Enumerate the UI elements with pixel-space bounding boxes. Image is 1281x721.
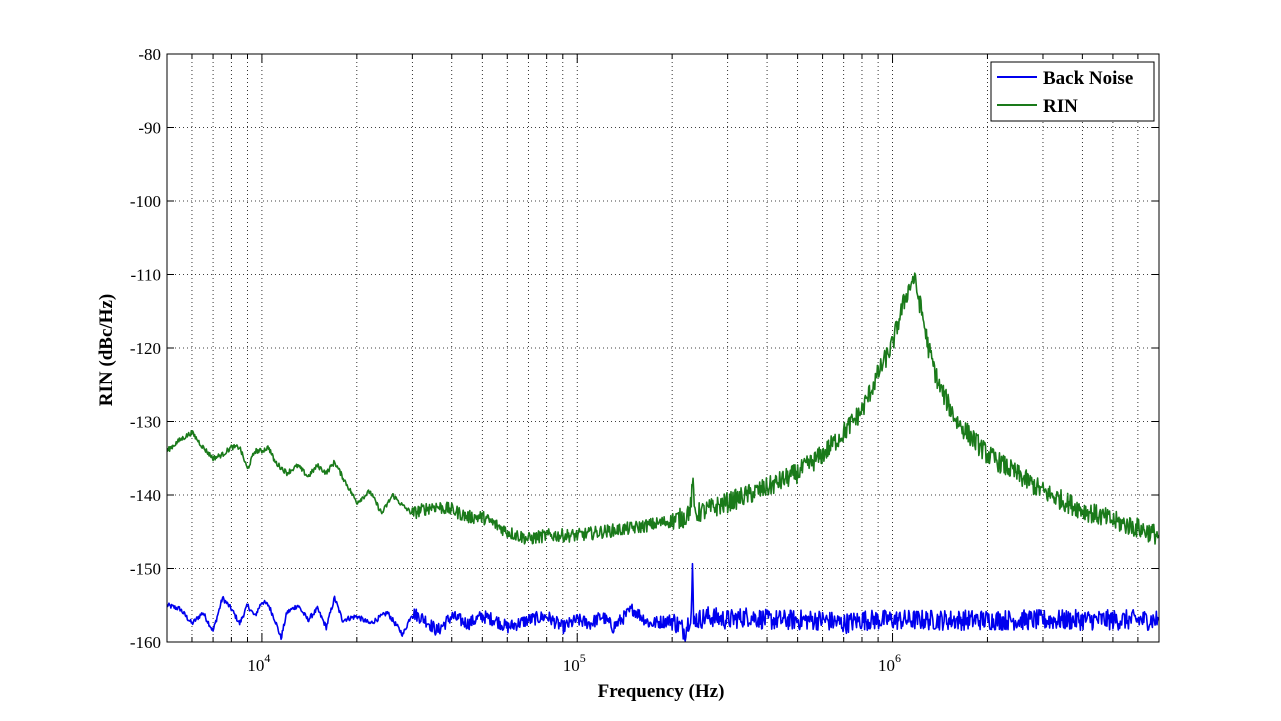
y-tick-label: -140 — [130, 486, 161, 505]
y-tick-label: -130 — [130, 413, 161, 432]
x-tick-label: 106 — [878, 651, 901, 675]
y-tick-label: -100 — [130, 192, 161, 211]
legend-box — [990, 61, 1155, 122]
y-tick-label: -90 — [138, 119, 161, 138]
x-tick-labels: 104 105 106 — [247, 651, 901, 675]
legend-label-rin: RIN — [1043, 96, 1078, 117]
y-tick-label: -160 — [130, 633, 161, 652]
x-tick-label: 105 — [563, 651, 586, 675]
y-axis-title: RIN (dBc/Hz) — [96, 294, 117, 406]
y-tick-labels: -80 -90 -100 -110 -120 -130 -140 -150 -160 — [130, 45, 161, 652]
y-tick-label: -80 — [138, 45, 161, 64]
legend: Back Noise RIN — [990, 61, 1155, 122]
series-layer — [167, 272, 1159, 642]
y-tick-label: -110 — [130, 266, 161, 285]
x-axis-title: Frequency (Hz) — [598, 681, 725, 702]
series-line-rin — [167, 272, 1159, 545]
legend-label-back-noise: Back Noise — [1043, 68, 1133, 89]
series-line-back-noise — [167, 562, 1159, 642]
y-tick-label: -120 — [130, 339, 161, 358]
tick-marks — [167, 53, 1159, 643]
grid-lines — [167, 54, 1159, 642]
x-tick-label: 104 — [247, 651, 270, 675]
y-tick-label: -150 — [130, 560, 161, 579]
